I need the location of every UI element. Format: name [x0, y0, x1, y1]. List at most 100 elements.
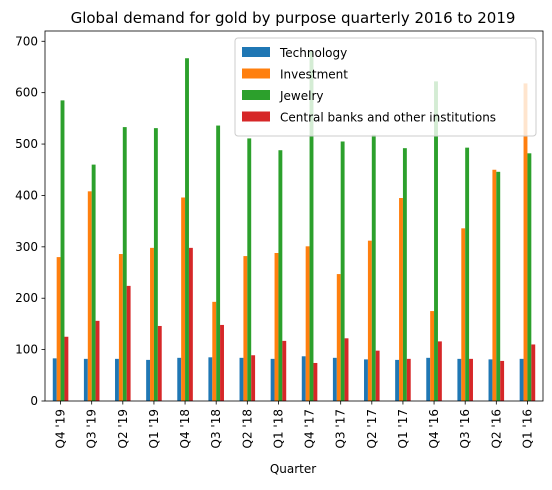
- bar-jewelry-q1-17: [402, 148, 407, 401]
- bar-technology-q4-17: [301, 356, 306, 401]
- legend-box: [234, 37, 537, 137]
- bar-investment-q3-19: [87, 191, 92, 401]
- bar-investment-q2-19: [118, 254, 123, 401]
- x-tick-label: Q4 '16: [427, 409, 441, 448]
- bar-technology-q3-16: [457, 358, 462, 401]
- series-investment: [56, 83, 528, 402]
- bar-investment-q1-19: [150, 247, 154, 401]
- bar-technology-q4-16: [426, 357, 431, 401]
- x-tick-label: Q4 '18: [178, 409, 192, 448]
- x-tick-label: Q1 '17: [396, 409, 410, 448]
- bar-central-banks-and-other-institutions-q2-17: [375, 350, 380, 401]
- x-tick-label: Q1 '19: [147, 409, 161, 448]
- bar-investment-q4-17: [305, 246, 310, 401]
- y-axis: 0 100 200 300 400 500 600 700: [15, 34, 45, 408]
- bar-central-banks-and-other-institutions-q3-17: [344, 338, 349, 401]
- bar-central-banks-and-other-institutions-q3-18: [220, 324, 224, 401]
- legend-swatch-technology: [242, 47, 270, 57]
- bar-technology-q1-18: [270, 358, 275, 401]
- x-axis: Q4 '19 Q3 '19 Q2 '19 Q1 '19 Q4 '18 Q3 '18 Q2 '…: [54, 401, 534, 448]
- x-tick-label: Q3 '18: [209, 409, 223, 448]
- bar-jewelry-q3-16: [465, 147, 470, 401]
- x-tick-label: Q3 '17: [334, 409, 348, 448]
- y-tick-label: 200: [15, 291, 38, 305]
- y-tick-label: 100: [15, 343, 38, 357]
- bar-jewelry-q2-19: [122, 127, 127, 401]
- x-tick-label: Q4 '17: [303, 409, 317, 448]
- bar-jewelry-q4-17: [309, 51, 314, 401]
- y-tick-label: 600: [15, 86, 38, 100]
- bar-jewelry-q4-19: [60, 100, 65, 402]
- x-tick-label: Q2 '18: [240, 409, 254, 448]
- bar-investment-q4-19: [56, 257, 61, 401]
- bar-central-banks-and-other-institutions-q4-16: [437, 341, 442, 401]
- y-tick-label: 400: [15, 188, 38, 202]
- bar-central-banks-and-other-institutions-q4-17: [313, 362, 318, 401]
- bar-investment-q3-16: [461, 228, 466, 401]
- plot-area: [44, 30, 544, 402]
- bar-jewelry-q2-16: [496, 171, 501, 401]
- series-technology: [52, 356, 524, 402]
- bar-technology-q2-18: [239, 357, 244, 401]
- legend-swatch-central-banks-and-other-institutions: [242, 111, 270, 122]
- bar-investment-q1-17: [399, 198, 403, 401]
- y-tick-label: 300: [15, 240, 38, 254]
- legend-label-central-banks-and-other-institutions: Central banks and other institutions: [280, 111, 496, 125]
- legend: Technology Investment Jewelry Central banks…: [234, 37, 537, 137]
- x-tick-label: Q3 '16: [458, 409, 472, 448]
- bar-central-banks-and-other-institutions-q4-18: [188, 247, 193, 401]
- series-jewelry: [60, 51, 532, 402]
- chart-title: Global demand for gold by purpose quarte…: [71, 9, 516, 27]
- bar-central-banks-and-other-institutions-q1-17: [406, 358, 411, 401]
- bar-central-banks-and-other-institutions-q2-16: [500, 360, 505, 401]
- bar-technology-q3-18: [208, 357, 213, 401]
- bar-technology-q1-19: [146, 359, 151, 401]
- legend-swatch-jewelry: [242, 90, 270, 100]
- bar-investment-q1-16: [523, 83, 528, 402]
- bar-jewelry-q4-18: [185, 58, 189, 402]
- bar-technology-q2-16: [488, 359, 493, 402]
- bar-investment-q4-18: [181, 197, 186, 401]
- y-tick-label: 0: [30, 394, 38, 408]
- bar-jewelry-q3-19: [91, 164, 96, 401]
- bar-jewelry-q2-17: [371, 134, 376, 401]
- bar-technology-q4-18: [177, 357, 182, 401]
- bar-central-banks-and-other-institutions-q3-16: [469, 358, 473, 401]
- x-axis-label: Quarter: [270, 462, 316, 476]
- x-tick-label: Q2 '17: [365, 409, 379, 448]
- bar-jewelry-q2-18: [247, 138, 252, 401]
- x-tick-label: Q1 '18: [271, 409, 285, 448]
- bar-investment-q3-17: [336, 274, 341, 401]
- bar-central-banks-and-other-institutions-q1-16: [531, 344, 536, 401]
- x-tick-label: Q2 '19: [116, 409, 130, 448]
- plot-frame: [44, 30, 544, 402]
- bar-central-banks-and-other-institutions-q3-19: [95, 320, 100, 401]
- legend-label-investment: Investment: [280, 68, 348, 82]
- bar-jewelry-q4-16: [434, 81, 438, 402]
- bar-investment-q2-18: [243, 256, 248, 401]
- bar-jewelry-q1-19: [153, 128, 158, 402]
- series-central-banks-and-other-institutions: [64, 247, 536, 402]
- x-tick-label: Q2 '16: [489, 409, 503, 448]
- bar-investment-q1-18: [274, 253, 279, 401]
- bar-investment-q4-16: [430, 311, 435, 401]
- y-tick-label: 500: [15, 137, 38, 151]
- bar-technology-q3-17: [332, 357, 337, 401]
- bar-central-banks-and-other-institutions-q1-19: [157, 325, 162, 401]
- x-tick-label: Q4 '19: [54, 409, 68, 448]
- bar-jewelry-q1-18: [278, 150, 283, 401]
- bar-central-banks-and-other-institutions-q4-19: [64, 336, 69, 401]
- x-tick-label: Q1 '16: [520, 409, 534, 448]
- legend-swatch-investment: [242, 68, 270, 79]
- bar-jewelry-q3-17: [340, 141, 345, 402]
- bar-investment-q3-18: [212, 301, 217, 401]
- x-tick-label: Q3 '19: [85, 409, 99, 448]
- bar-central-banks-and-other-institutions-q2-19: [126, 285, 131, 401]
- bar-technology-q4-19: [52, 358, 57, 401]
- bar-technology-q2-19: [115, 358, 119, 401]
- y-tick-label: 700: [15, 34, 38, 48]
- bar-technology-q3-19: [83, 358, 88, 401]
- bar-central-banks-and-other-institutions-q1-18: [282, 340, 287, 402]
